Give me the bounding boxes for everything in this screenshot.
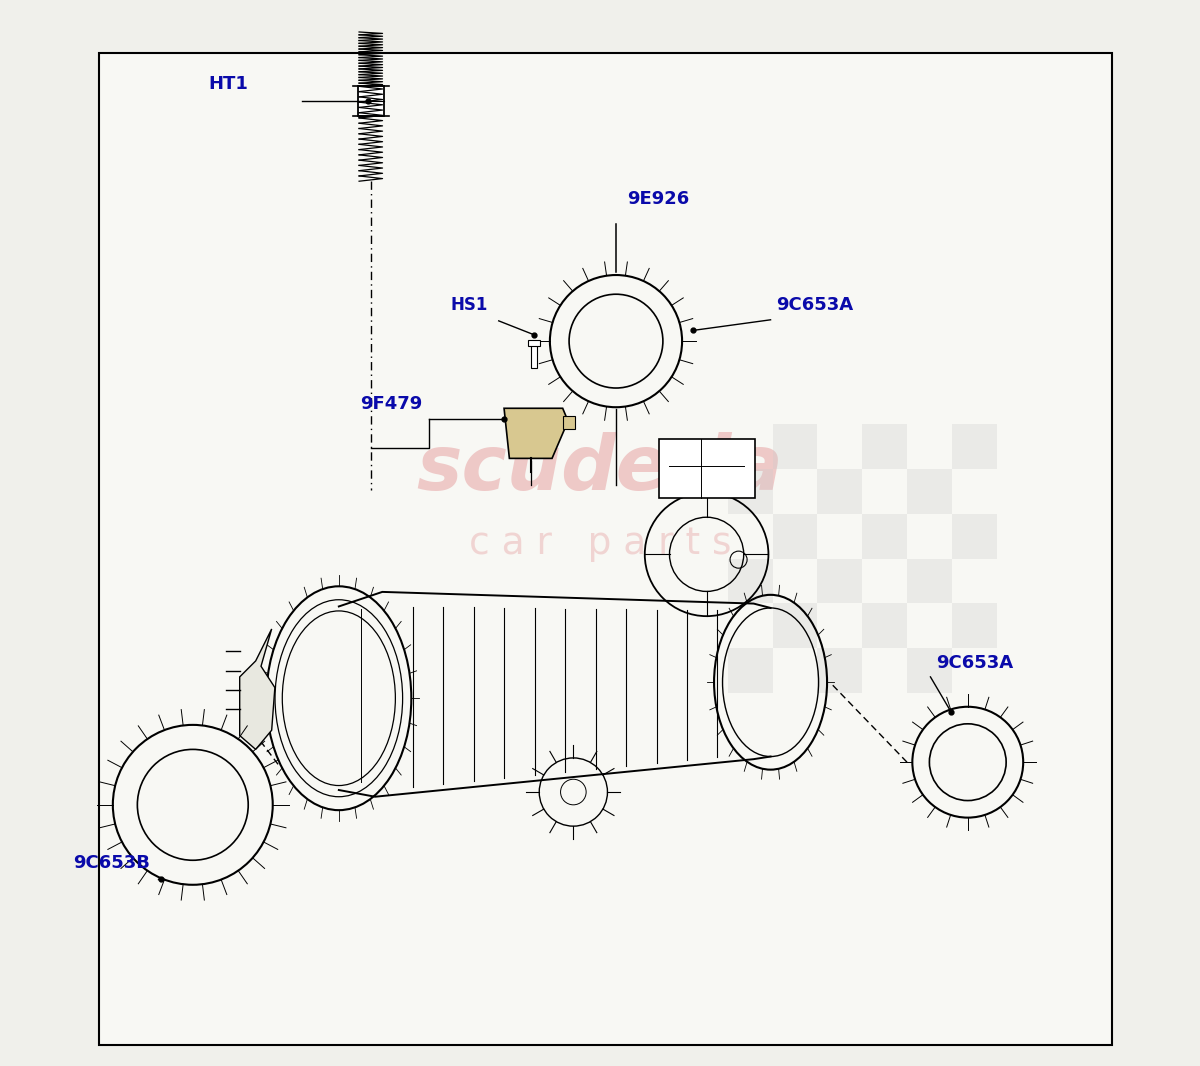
Bar [817,648,863,693]
Text: 9E926: 9E926 [626,190,689,208]
Bar [863,603,907,648]
Bar [863,514,907,559]
Polygon shape [240,629,275,749]
Text: 9F479: 9F479 [360,394,422,413]
Text: c a r   p a r t s: c a r p a r t s [469,526,731,562]
Bar [817,469,863,514]
Bar [952,514,996,559]
Bar [773,603,817,648]
FancyBboxPatch shape [659,439,755,498]
Text: 9C653A: 9C653A [936,653,1013,672]
Bar [728,469,773,514]
Polygon shape [504,408,568,458]
Text: HT1: HT1 [209,75,248,93]
Bar [907,559,952,603]
Bar [773,514,817,559]
Bar [728,648,773,693]
Bar [773,424,817,469]
Bar [530,341,538,368]
Bar [907,469,952,514]
Text: 9C653A: 9C653A [776,296,853,314]
Text: 9C653B: 9C653B [73,854,150,872]
Bar [952,424,996,469]
Text: HS1: HS1 [451,296,488,314]
Bar [358,86,384,116]
Bar [563,416,576,429]
Bar [952,603,996,648]
Bar [907,648,952,693]
Bar [528,340,540,346]
Bar [728,559,773,603]
Bar [817,559,863,603]
Bar [863,424,907,469]
Text: scuderia: scuderia [416,432,784,506]
